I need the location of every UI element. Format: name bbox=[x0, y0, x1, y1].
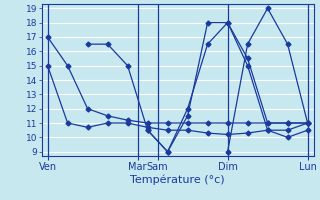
X-axis label: Température (°c): Température (°c) bbox=[130, 174, 225, 185]
